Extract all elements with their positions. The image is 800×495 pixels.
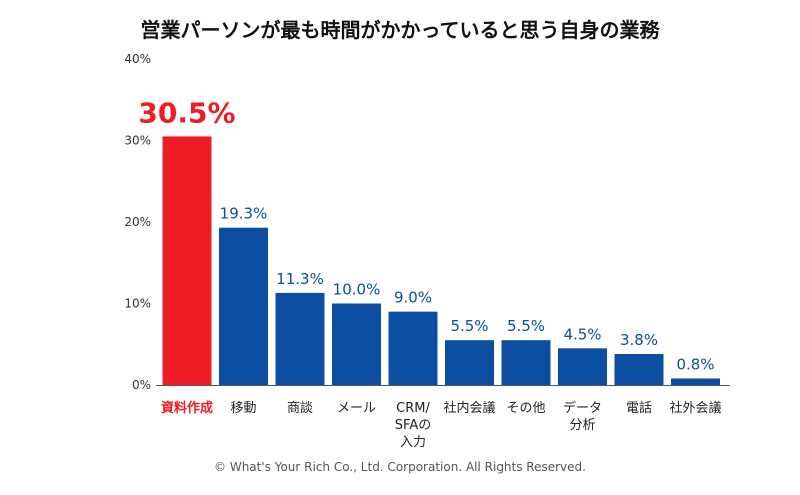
x-tick-label: 移動 bbox=[230, 401, 256, 416]
y-tick-label: 0% bbox=[132, 378, 151, 392]
x-tick-label: データ分析 bbox=[563, 400, 602, 433]
bar bbox=[501, 340, 551, 385]
bar bbox=[558, 348, 607, 385]
data-label: 5.5% bbox=[507, 317, 545, 335]
data-label: 0.8% bbox=[676, 355, 714, 373]
bar bbox=[162, 136, 212, 385]
bar bbox=[332, 303, 381, 385]
x-tick-label: メール bbox=[337, 401, 376, 416]
y-tick-label: 30% bbox=[124, 134, 151, 148]
x-tick-label: 商談 bbox=[287, 400, 313, 416]
x-tick-label: 社外会議 bbox=[669, 400, 721, 416]
x-tick-label: その他 bbox=[506, 401, 545, 416]
data-label: 10.0% bbox=[333, 281, 381, 299]
data-label: 11.3% bbox=[276, 270, 324, 288]
bar bbox=[614, 354, 664, 385]
data-label: 4.5% bbox=[563, 325, 601, 343]
data-label: 30.5% bbox=[138, 96, 235, 129]
x-tick-label: 資料作成 bbox=[161, 400, 213, 416]
y-tick-label: 10% bbox=[124, 297, 151, 311]
bar bbox=[388, 311, 438, 385]
y-tick-label: 20% bbox=[124, 215, 151, 229]
chart-title: 営業パーソンが最も時間がかかっていると思う自身の業務 bbox=[140, 18, 660, 42]
data-label: 19.3% bbox=[220, 205, 268, 223]
data-label: 3.8% bbox=[620, 331, 658, 349]
bar bbox=[671, 378, 720, 385]
x-tick-label: CRM/SFAの入力 bbox=[395, 401, 431, 450]
data-label: 5.5% bbox=[450, 317, 488, 335]
bar bbox=[219, 227, 268, 385]
data-label: 9.0% bbox=[394, 289, 432, 307]
x-tick-label: 社内会議 bbox=[443, 400, 495, 416]
copyright-notice: © What's Your Rich Co., Ltd. Corporation… bbox=[214, 460, 586, 474]
bar bbox=[275, 292, 325, 385]
x-tick-label: 電話 bbox=[626, 400, 652, 416]
y-tick-label: 40% bbox=[124, 52, 151, 66]
bar bbox=[445, 340, 494, 385]
